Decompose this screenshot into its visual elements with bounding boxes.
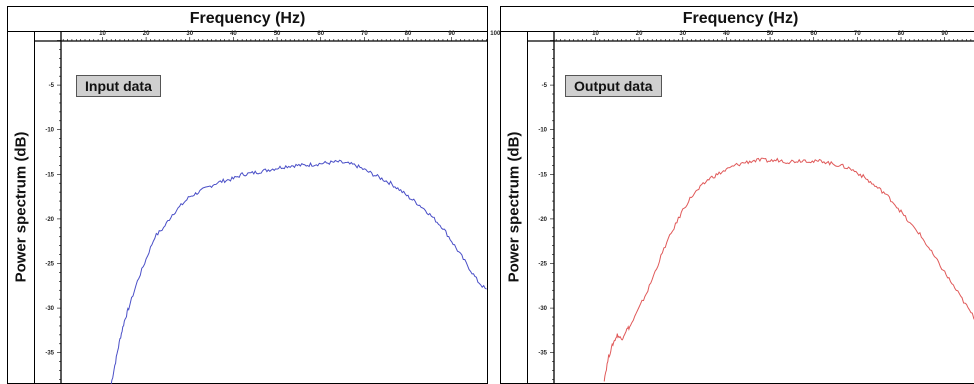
x-tick-label: 10 — [99, 31, 106, 37]
x-tick-label: 90 — [941, 31, 948, 37]
y-tick-label: -30 — [538, 306, 547, 312]
y-tick-label: -15 — [45, 172, 54, 178]
y-tick-label: -25 — [45, 262, 54, 268]
x-tick-label: 20 — [636, 31, 643, 37]
x-tick-label: 20 — [143, 31, 150, 37]
spectrum-line — [604, 158, 974, 381]
x-tick-label: 10 — [592, 31, 599, 37]
legend-label: Output data — [565, 75, 662, 97]
y-axis-title: Power spectrum (dB) — [506, 132, 523, 283]
x-tick-label: 70 — [361, 31, 368, 37]
x-tick-label: 90 — [448, 31, 455, 37]
input-panel: Frequency (Hz) Power spectrum (dB) 10 20 3… — [0, 6, 488, 384]
y-tick-label: -35 — [45, 351, 54, 357]
x-axis-title-box: Frequency (Hz) — [7, 6, 488, 32]
y-axis-title-box: Power spectrum (dB) — [7, 31, 35, 384]
y-tick-label: -20 — [538, 217, 547, 223]
x-axis-title: Frequency (Hz) — [683, 10, 799, 28]
x-tick-label: 50 — [274, 31, 281, 37]
y-tick-label: -30 — [45, 306, 54, 312]
y-tick-label: -35 — [538, 351, 547, 357]
spectrum-line — [111, 160, 486, 384]
x-tick-label: 80 — [898, 31, 905, 37]
y-tick-label: -5 — [49, 83, 55, 89]
x-tick-label: 70 — [854, 31, 861, 37]
x-tick-label: 40 — [723, 31, 730, 37]
plot-area: 102030405060708090100-5-10-15-20-25-30-3… — [35, 31, 488, 384]
legend-label: Input data — [76, 75, 161, 97]
y-tick-label: -10 — [538, 128, 547, 134]
x-tick-label: 30 — [186, 31, 193, 37]
y-tick-label: -20 — [45, 217, 54, 223]
y-tick-label: -15 — [538, 172, 547, 178]
x-tick-label: 40 — [230, 31, 237, 37]
y-tick-label: -5 — [542, 83, 548, 89]
x-axis-title-box: Frequency (Hz) — [500, 6, 974, 32]
y-axis-title: Power spectrum (dB) — [13, 132, 30, 283]
x-tick-label: 50 — [767, 31, 774, 37]
output-panel: Frequency (Hz) Power spectrum (dB) 10 20 3… — [493, 6, 974, 384]
x-tick-label: 60 — [810, 31, 817, 37]
x-axis-title: Frequency (Hz) — [190, 10, 306, 28]
y-tick-label: -10 — [45, 128, 54, 134]
plot-area: 10 20 30 40 50 60 70 80 90 -5 -10 -15 -20 -25 -30 -35 O… — [528, 31, 974, 384]
x-tick-label: 30 — [679, 31, 686, 37]
y-tick-label: -25 — [538, 262, 547, 268]
x-tick-label: 60 — [317, 31, 324, 37]
x-tick-label: 80 — [405, 31, 412, 37]
y-axis-title-box: Power spectrum (dB) — [500, 31, 528, 384]
